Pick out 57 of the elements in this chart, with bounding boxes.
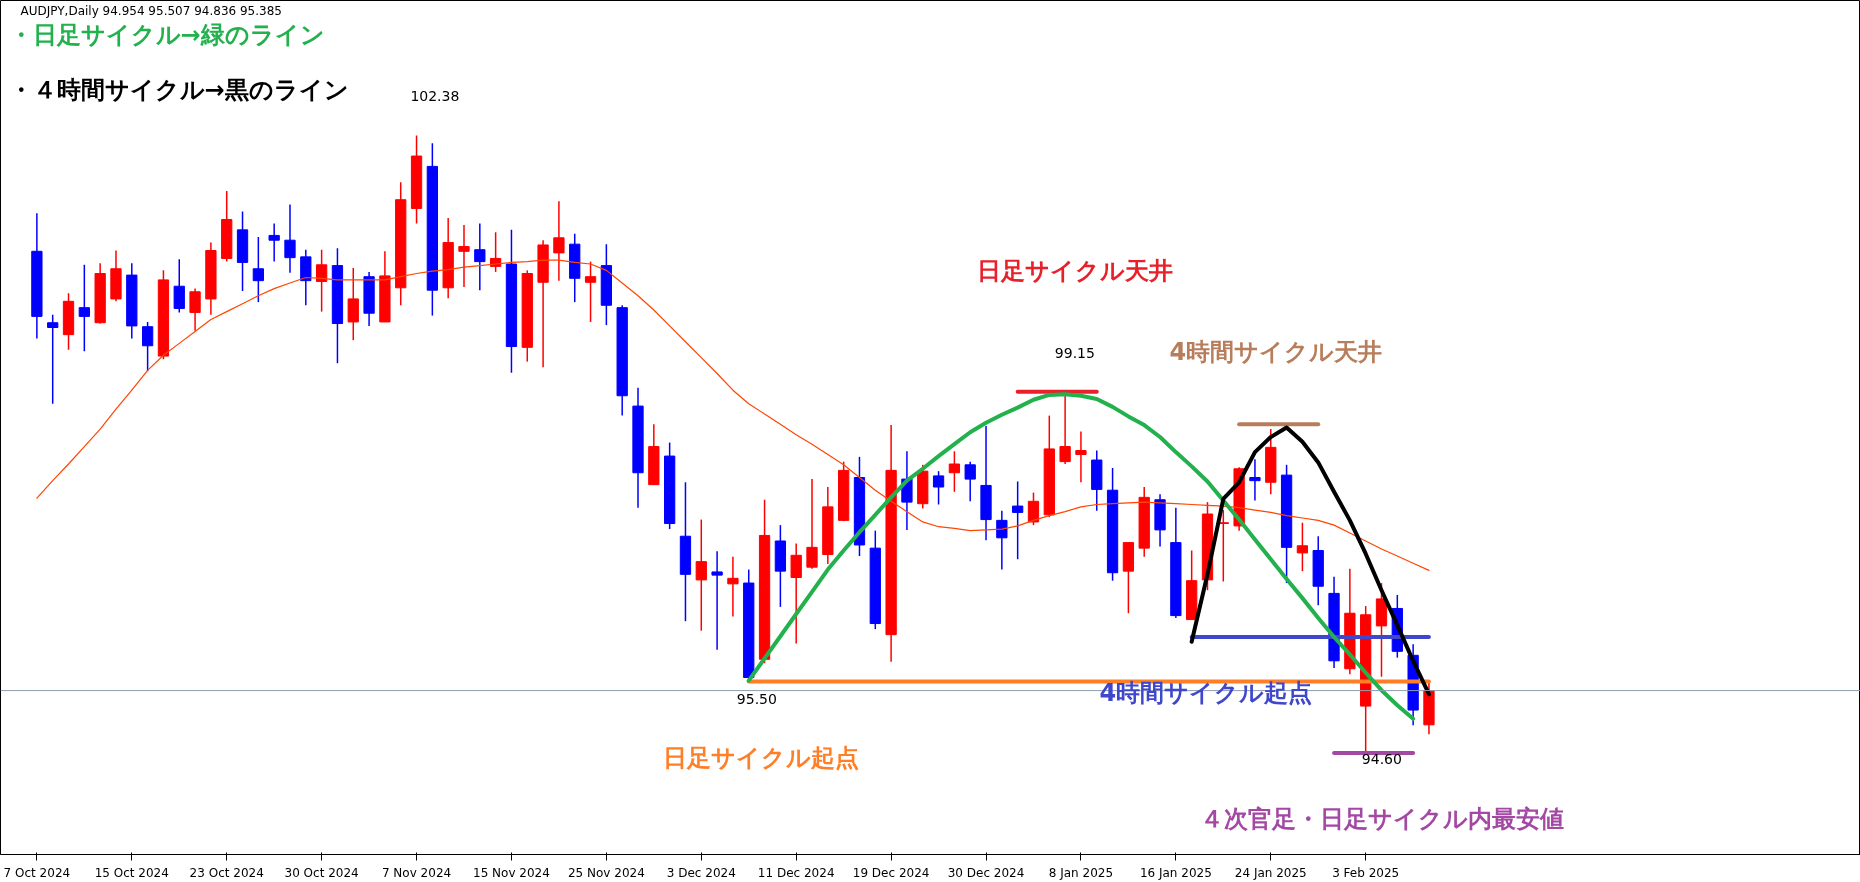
candlestick: [300, 248, 312, 307]
x-tick-label: 8 Jan 2025: [1048, 865, 1114, 880]
candlestick: [252, 236, 264, 303]
annotation: 95.50: [736, 690, 777, 707]
candlestick: [695, 518, 707, 632]
candlestick: [553, 200, 565, 282]
x-tick-label: 23 Oct 2024: [189, 865, 264, 880]
x-tick-label: 7 Nov 2024: [381, 865, 452, 880]
annotation: 102.38: [410, 87, 460, 104]
annotation: ・４時間サイクル→黒のライン: [8, 75, 349, 104]
x-tick-label: 30 Dec 2024: [947, 865, 1025, 880]
candlestick: [964, 460, 976, 503]
annotation: ４次官足・日足サイクル内最安値: [1199, 804, 1564, 833]
x-tick-label: 25 Nov 2024: [567, 865, 645, 880]
x-tick-label: 3 Feb 2025: [1332, 865, 1400, 880]
x-tick-label: 30 Oct 2024: [284, 865, 359, 880]
x-tick-label: 16 Jan 2025: [1139, 865, 1212, 880]
candlestick: [584, 260, 597, 323]
candlestick: [347, 267, 359, 341]
annotation: 日足サイクル天井: [976, 256, 1173, 285]
candlestick: [141, 321, 154, 372]
annotation: 日足サイクル起点: [662, 743, 859, 772]
annotation: ・日足サイクル→緑のライン: [8, 20, 325, 49]
x-tick-label: 3 Dec 2024: [666, 865, 736, 880]
candlestick: [284, 203, 296, 274]
candlestick: [78, 264, 90, 353]
candlestick: [1075, 430, 1087, 484]
x-tick-label: 7 Oct 2024: [3, 865, 71, 880]
x-tick-label: 15 Nov 2024: [473, 865, 550, 880]
candlestick: [474, 222, 486, 291]
annotation: 99.15: [1054, 344, 1095, 361]
candlestick: [315, 248, 328, 313]
candlestick: [1249, 458, 1261, 502]
candlestick: [1217, 509, 1229, 583]
candlestick: [189, 287, 201, 332]
x-tick-label: 15 Oct 2024: [94, 865, 169, 880]
candlestick: [790, 542, 802, 645]
candlestick: [458, 224, 470, 288]
candlestick: [1296, 521, 1309, 572]
candlestick: [806, 478, 818, 570]
candlestick: [1012, 480, 1024, 560]
x-tick-label: 11 Dec 2024: [757, 865, 835, 880]
candlestick: [996, 510, 1008, 571]
candlestick: [1027, 491, 1040, 526]
candlestick: [711, 550, 723, 651]
annotation: 4時間サイクル天井: [1169, 337, 1383, 366]
candlestick: [948, 450, 961, 493]
candlestick: [932, 470, 945, 506]
x-tick-label: 24 Jan 2025: [1234, 865, 1307, 880]
candlestick: [268, 222, 280, 263]
annotation: 94.60: [1361, 750, 1402, 767]
annotation: AUDJPY,Daily 94.954 95.507 94.836 95.385: [20, 3, 282, 18]
candlestick: [727, 556, 739, 618]
candlestick: [173, 258, 185, 314]
candlestick: [47, 314, 59, 405]
x-tick-label: 19 Dec 2024: [852, 865, 930, 880]
annotation: 4時間サイクル起点: [1099, 678, 1313, 707]
